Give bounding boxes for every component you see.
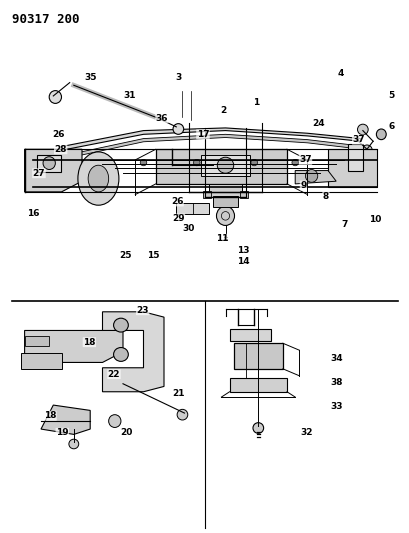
- Text: 37: 37: [352, 135, 364, 144]
- Text: 8: 8: [322, 192, 328, 200]
- Ellipse shape: [305, 169, 317, 182]
- Polygon shape: [102, 312, 164, 392]
- Ellipse shape: [69, 439, 79, 449]
- Text: 29: 29: [172, 214, 184, 223]
- Text: 22: 22: [108, 370, 120, 378]
- Ellipse shape: [193, 159, 200, 166]
- Ellipse shape: [361, 145, 371, 156]
- Text: 3: 3: [175, 73, 181, 82]
- Text: 18: 18: [83, 338, 95, 346]
- Polygon shape: [25, 149, 82, 192]
- Bar: [202, 191, 211, 198]
- Ellipse shape: [252, 423, 263, 433]
- Text: 6: 6: [387, 123, 394, 131]
- Text: 25: 25: [119, 252, 131, 260]
- Polygon shape: [61, 128, 360, 150]
- Text: 9: 9: [299, 181, 306, 190]
- Text: 15: 15: [147, 252, 160, 260]
- Text: 90317 200: 90317 200: [12, 13, 80, 26]
- Ellipse shape: [140, 159, 146, 166]
- Ellipse shape: [216, 206, 234, 225]
- Text: 21: 21: [172, 389, 184, 398]
- Text: 38: 38: [329, 378, 342, 387]
- Ellipse shape: [88, 165, 108, 192]
- Text: 18: 18: [44, 411, 56, 420]
- Polygon shape: [327, 149, 376, 187]
- Bar: [213, 196, 237, 207]
- Polygon shape: [294, 171, 335, 184]
- Ellipse shape: [357, 124, 367, 135]
- Ellipse shape: [177, 409, 187, 420]
- Text: 35: 35: [84, 73, 96, 82]
- Text: 24: 24: [312, 119, 324, 128]
- Bar: [229, 329, 270, 341]
- Ellipse shape: [217, 157, 233, 173]
- Ellipse shape: [47, 155, 72, 178]
- Text: 2: 2: [220, 107, 226, 115]
- Ellipse shape: [375, 129, 385, 140]
- Text: 4: 4: [336, 69, 343, 78]
- Text: 14: 14: [236, 257, 249, 265]
- Text: 5: 5: [387, 92, 394, 100]
- Text: 30: 30: [182, 224, 194, 232]
- Polygon shape: [41, 405, 90, 434]
- Ellipse shape: [113, 348, 128, 361]
- Polygon shape: [229, 378, 286, 392]
- Bar: [176, 203, 209, 214]
- Ellipse shape: [250, 159, 257, 166]
- Text: 19: 19: [56, 429, 68, 437]
- Text: 34: 34: [329, 354, 342, 362]
- Bar: [20, 353, 61, 369]
- Text: 27: 27: [33, 169, 45, 177]
- Ellipse shape: [209, 160, 241, 187]
- Ellipse shape: [54, 161, 64, 172]
- Text: 20: 20: [120, 429, 132, 437]
- Text: 7: 7: [340, 221, 347, 229]
- Text: 23: 23: [136, 306, 148, 314]
- Text: 28: 28: [54, 145, 67, 154]
- Text: 36: 36: [155, 114, 168, 123]
- Text: 31: 31: [123, 92, 135, 100]
- Ellipse shape: [78, 152, 119, 205]
- Text: 33: 33: [329, 402, 342, 410]
- Ellipse shape: [173, 124, 183, 134]
- Ellipse shape: [291, 159, 298, 166]
- Text: 10: 10: [368, 215, 380, 224]
- Bar: [233, 343, 282, 369]
- Bar: [239, 191, 247, 198]
- Polygon shape: [25, 336, 49, 346]
- Text: 11: 11: [216, 235, 228, 243]
- Ellipse shape: [49, 91, 61, 103]
- Text: 26: 26: [52, 130, 64, 139]
- Text: 37: 37: [299, 156, 311, 164]
- Text: 16: 16: [27, 209, 39, 217]
- Bar: [209, 184, 241, 197]
- Text: 17: 17: [196, 130, 209, 139]
- Ellipse shape: [108, 415, 121, 427]
- Polygon shape: [155, 149, 286, 184]
- Bar: [348, 144, 362, 171]
- Ellipse shape: [113, 318, 128, 332]
- Ellipse shape: [43, 157, 55, 169]
- Polygon shape: [74, 134, 352, 157]
- Text: 32: 32: [300, 429, 312, 437]
- Bar: [37, 155, 61, 172]
- Text: 13: 13: [236, 246, 249, 255]
- Text: 26: 26: [171, 197, 183, 206]
- Bar: [200, 155, 249, 176]
- Text: 1: 1: [252, 98, 259, 107]
- Polygon shape: [25, 320, 123, 362]
